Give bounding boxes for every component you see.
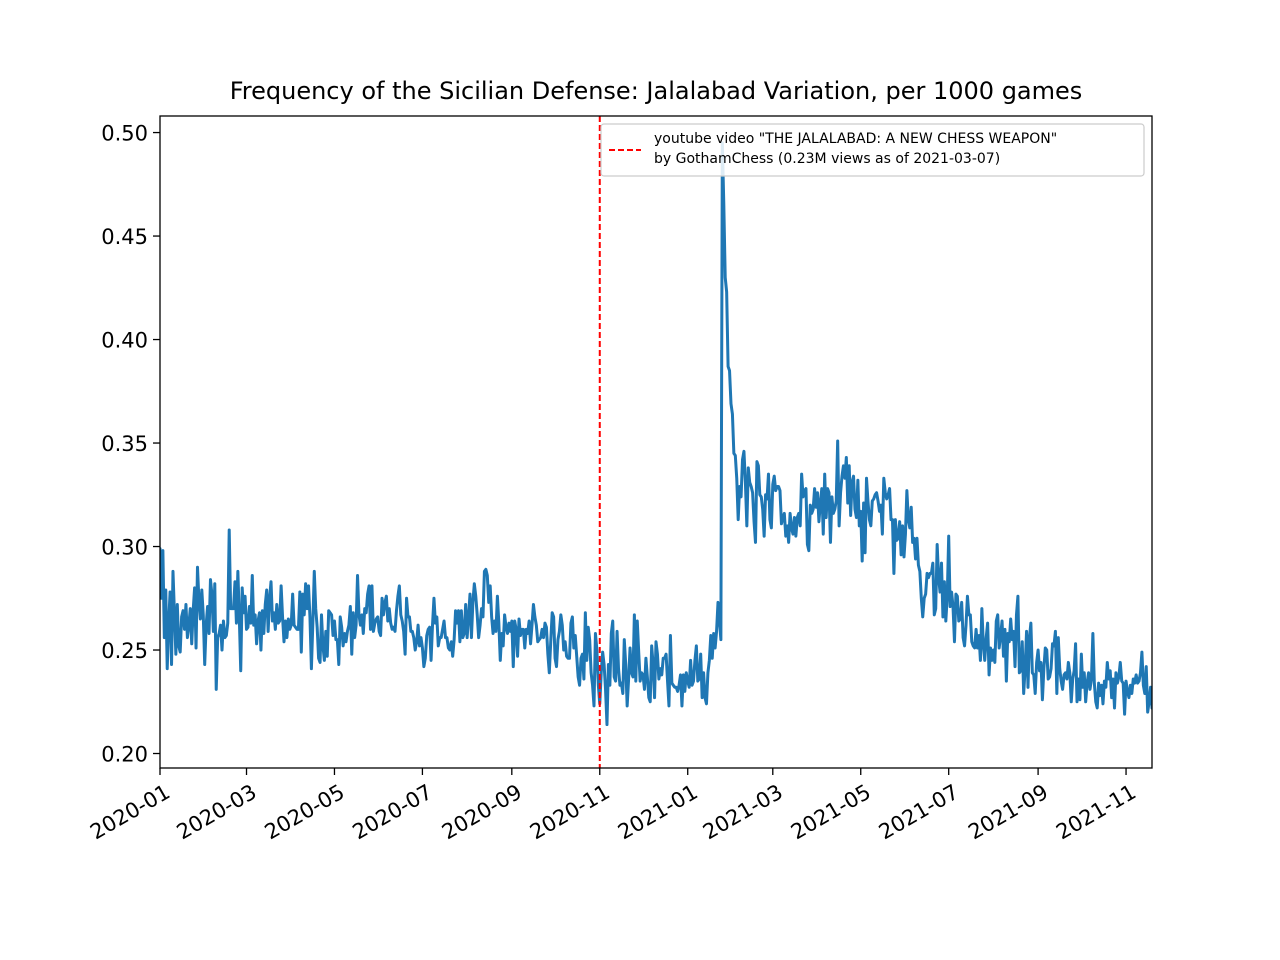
legend-label-line1: youtube video "THE JALALABAD: A NEW CHES…: [654, 131, 1057, 147]
legend-label-line2: by GothamChess (0.23M views as of 2021-0…: [654, 151, 1000, 167]
y-tick-label: 0.30: [101, 536, 148, 560]
series-layer: [160, 141, 1152, 727]
y-tick-label: 0.40: [101, 329, 148, 353]
series-line: [160, 141, 1152, 727]
y-tick-label: 0.35: [101, 432, 148, 456]
legend-box: [600, 123, 1145, 177]
chart-title: Frequency of the Sicilian Defense: Jalal…: [230, 77, 1083, 105]
y-tick-label: 0.20: [101, 743, 148, 767]
axes-frame: [159, 115, 1153, 769]
y-axis: 0.20 0.25 0.30 0.35 0.40 0.45 0.50: [101, 122, 160, 767]
y-tick-label: 0.45: [101, 225, 148, 249]
y-tick-label: 0.50: [101, 122, 148, 146]
y-tick-label: 0.25: [101, 639, 148, 663]
plot-area: [159, 115, 1153, 769]
legend: youtube video "THE JALALABAD: A NEW CHES…: [600, 123, 1145, 177]
